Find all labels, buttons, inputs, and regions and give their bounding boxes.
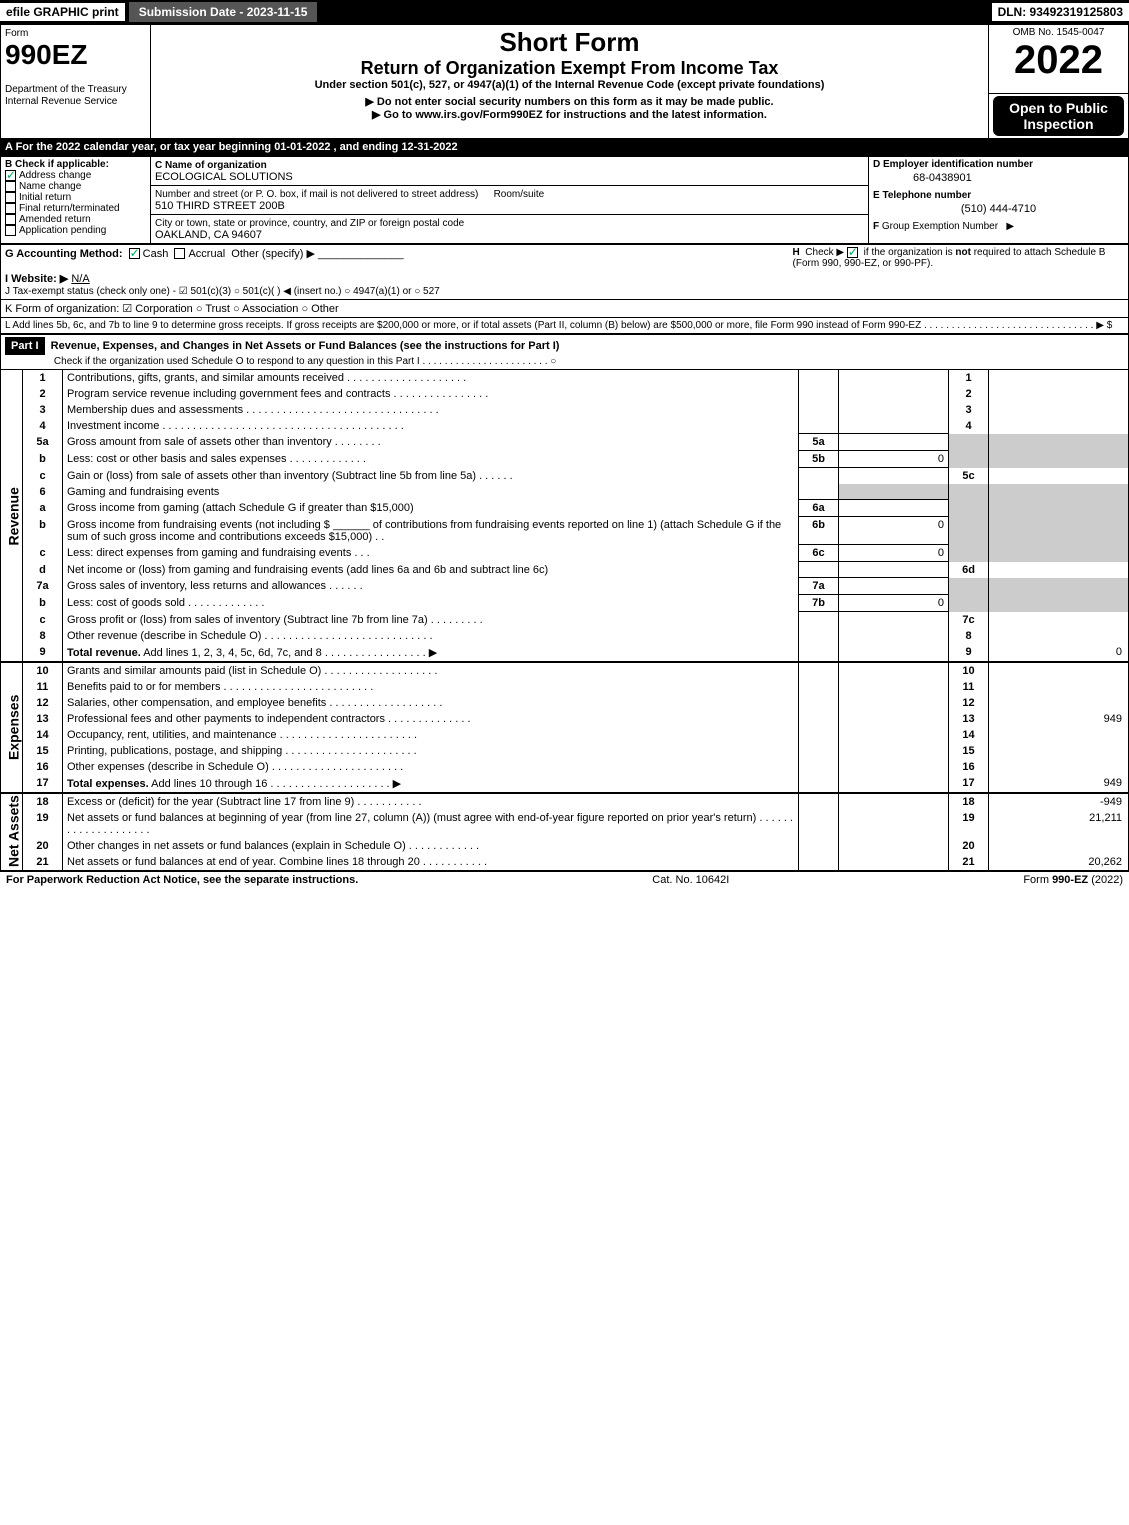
- g-h-block: G Accounting Method: Cash Accrual Other …: [0, 244, 1129, 334]
- footer: For Paperwork Reduction Act Notice, see …: [0, 872, 1129, 888]
- h-schedule-b: H Check ▶ if the organization is not req…: [793, 247, 1125, 269]
- city-value: OAKLAND, CA 94607: [155, 229, 262, 241]
- return-title: Return of Organization Exempt From Incom…: [155, 58, 984, 79]
- lines-table: Revenue 1 Contributions, gifts, grants, …: [0, 370, 1129, 872]
- form-990ez: 990EZ: [5, 39, 88, 70]
- form-table: Form 990EZ Department of the Treasury In…: [0, 24, 1129, 156]
- efile-label: efile GRAPHIC print: [0, 3, 125, 21]
- addr-label: Number and street (or P. O. box, if mail…: [155, 189, 478, 200]
- b-checkbox-3[interactable]: [5, 203, 16, 214]
- j-tax-exempt: J Tax-exempt status (check only one) - ☑…: [5, 286, 440, 297]
- b-checkbox-2[interactable]: [5, 192, 16, 203]
- omb-no: OMB No. 1545-0047: [993, 27, 1124, 38]
- section-b-title: B Check if applicable:: [5, 159, 146, 170]
- top-bar: efile GRAPHIC print Submission Date - 20…: [0, 0, 1129, 24]
- e-phone-label: E Telephone number: [873, 190, 1124, 201]
- k-form-org: K Form of organization: ☑ Corporation ○ …: [1, 299, 1129, 317]
- submission-date: Submission Date - 2023-11-15: [129, 2, 318, 22]
- tax-year: 2022: [993, 38, 1124, 83]
- section-a: A For the 2022 calendar year, or tax yea…: [1, 138, 1129, 155]
- phone-value: (510) 444-4710: [873, 201, 1124, 221]
- goto-link[interactable]: ▶ Go to www.irs.gov/Form990EZ for instru…: [155, 108, 984, 121]
- ein-value: 68-0438901: [873, 170, 1124, 190]
- part-i-label: Part I: [5, 337, 45, 355]
- ssn-warning: ▶ Do not enter social security numbers o…: [155, 95, 984, 108]
- accrual-checkbox[interactable]: [174, 248, 185, 259]
- i-website-label: I Website: ▶: [5, 273, 68, 285]
- form-ref: Form 990-EZ (2022): [1023, 874, 1123, 886]
- dept-treasury: Department of the Treasury Internal Reve…: [5, 84, 127, 107]
- b-checkbox-1[interactable]: [5, 181, 16, 192]
- subtitle: Under section 501(c), 527, or 4947(a)(1)…: [155, 79, 984, 91]
- room-label: Room/suite: [494, 189, 545, 200]
- part-i-header: Part I Revenue, Expenses, and Changes in…: [0, 334, 1129, 370]
- open-public: Open to Public Inspection: [993, 96, 1124, 136]
- b-checkbox-4[interactable]: [5, 214, 16, 225]
- part-i-check: Check if the organization used Schedule …: [54, 356, 556, 367]
- street-address: 510 THIRD STREET 200B: [155, 200, 285, 212]
- part-i-title: Revenue, Expenses, and Changes in Net As…: [51, 340, 560, 352]
- org-name: ECOLOGICAL SOLUTIONS: [155, 171, 293, 183]
- entity-block: B Check if applicable: Address changeNam…: [0, 156, 1129, 244]
- d-ein-label: D Employer identification number: [873, 159, 1124, 170]
- city-label: City or town, state or province, country…: [155, 218, 464, 229]
- paperwork-notice: For Paperwork Reduction Act Notice, see …: [6, 874, 358, 886]
- form-word: Form: [5, 28, 28, 39]
- c-name-label: C Name of organization: [155, 160, 267, 171]
- g-label: G Accounting Method:: [5, 248, 123, 260]
- l-gross-receipts: L Add lines 5b, 6c, and 7b to line 9 to …: [1, 317, 1129, 333]
- website-value: N/A: [71, 273, 89, 285]
- cash-checkbox[interactable]: [129, 248, 140, 259]
- short-form-title: Short Form: [155, 27, 984, 58]
- b-checkbox-0[interactable]: [5, 170, 16, 181]
- b-checkbox-5[interactable]: [5, 225, 16, 236]
- dln-label: DLN: 93492319125803: [992, 3, 1129, 21]
- f-group-label: F Group Exemption Number ▶: [873, 221, 1124, 232]
- cat-no: Cat. No. 10642I: [652, 874, 729, 886]
